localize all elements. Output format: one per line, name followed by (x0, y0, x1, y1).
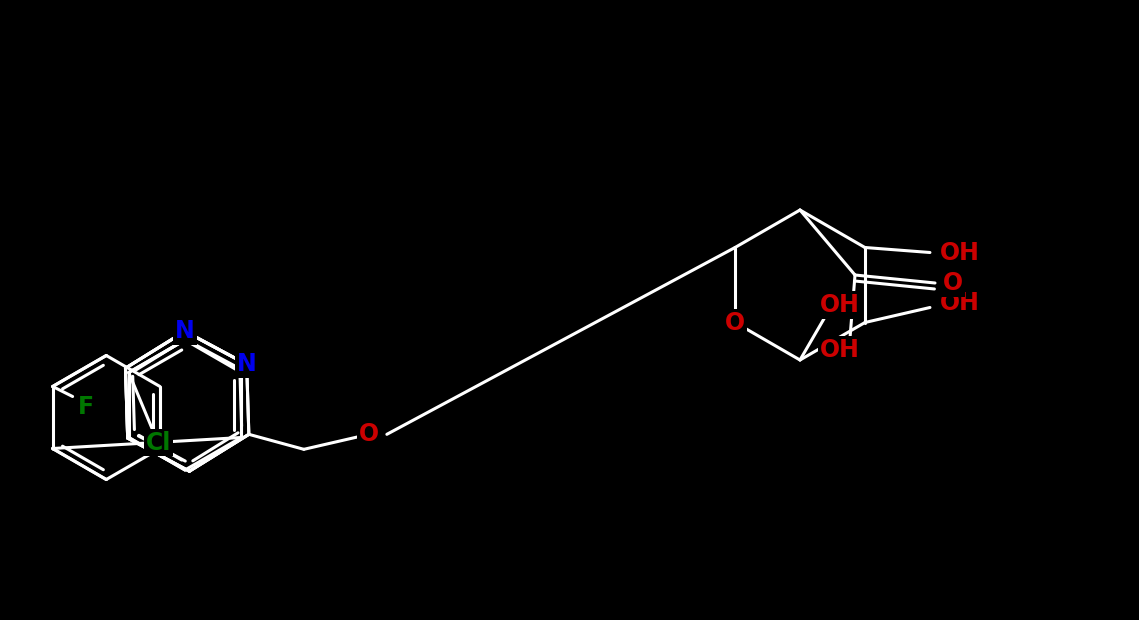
Text: O: O (359, 422, 379, 446)
Text: O: O (943, 271, 964, 295)
Text: Cl: Cl (146, 430, 171, 454)
Text: OH: OH (820, 293, 860, 317)
Text: N: N (237, 352, 256, 376)
Text: OH: OH (940, 291, 980, 314)
Text: OH: OH (940, 241, 980, 265)
Text: O: O (726, 311, 745, 335)
Text: N: N (175, 319, 195, 343)
Text: N: N (237, 352, 256, 376)
Text: OH: OH (820, 338, 860, 362)
Text: F: F (77, 394, 93, 418)
